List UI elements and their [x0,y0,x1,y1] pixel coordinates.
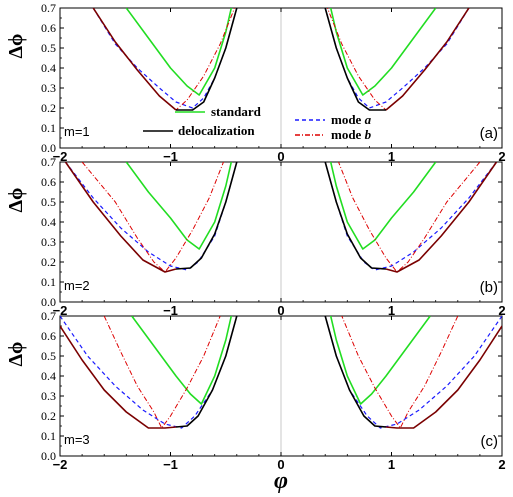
series-mode-b-right [81,162,224,273]
y-tick-label: 0.5 [41,349,56,363]
series-standard-left [329,162,437,250]
series-standard-right [125,162,233,250]
x-tick-label: −1 [163,457,178,472]
legend-label: standard [211,104,262,119]
legend-label-italic: b [365,127,372,142]
series-dark-left [385,8,470,111]
x-tick-label: 0 [277,457,284,472]
m-label: m=1 [64,124,90,139]
y-tick-label: 0.7 [41,309,56,323]
y-tick-label: 0.4 [41,215,56,229]
series-delocalization-right [175,316,238,428]
y-tick-label: 0.1 [41,121,56,135]
y-tick-label: 0.6 [41,21,56,35]
y-tick-label: 0.2 [41,409,56,423]
legend-label: mode b [331,127,372,142]
series-delocalization-left [324,162,387,270]
panel-label: (a) [480,125,498,142]
y-tick-label: 0.0 [41,141,56,155]
series-standard-left [329,8,437,96]
panel-2: 0.0 0.1 0.2 0.3 0.4 0.5 0.6 0.7 −2 −1 0 1 2 Δϕ m=2 (b) [5,155,506,318]
panel-3: 0.0 0.1 0.2 0.3 0.4 0.5 0.6 0.7 −2 −1 0 1 2 Δϕ m=3 (c) [5,309,506,472]
legend-label-text: mode [331,112,365,127]
series-mode-b-left [341,316,459,429]
series-mode-a-right [60,316,238,429]
panel-label: (c) [481,433,499,450]
curves [92,8,470,111]
y-tick-label: 0.1 [41,429,56,443]
y-axis-label: Δϕ [5,341,27,366]
x-tick-label: 1 [388,149,395,164]
y-tick-label: 0.7 [41,155,56,169]
series-dark-right [60,325,177,429]
y-tick-label: 0.2 [41,255,56,269]
legend-label: delocalization [178,123,255,138]
x-axis-label: φ [274,468,288,494]
series-delocalization-right [175,162,238,270]
y-tick-label: 0.6 [41,329,56,343]
series-standard-right [125,8,233,96]
y-tick-label: 0.7 [41,1,56,15]
series-standard-right [131,316,233,405]
x-tick-label: −2 [53,149,68,164]
series-mode-a-left [324,8,470,109]
series-dark-left [385,325,502,429]
legend-label-text: mode [331,127,365,142]
y-tick-label: 0.1 [41,275,56,289]
series-dark-right [92,8,177,111]
x-tick-label: −1 [163,149,178,164]
x-tick-label: 1 [388,457,395,472]
y-tick-label: 0.5 [41,195,56,209]
curves [64,162,498,273]
y-axis-label: Δϕ [5,187,27,212]
series-delocalization-left [324,316,387,428]
legend-label-text: delocalization [178,123,255,138]
legend-label-text: standard [211,104,262,119]
x-tick-label: 2 [498,303,505,318]
series-mode-a-right [92,8,238,109]
series-dark-left [385,162,498,273]
y-tick-label: 0.4 [41,369,56,383]
series-standard-left [329,316,431,405]
series-dark-right [64,162,177,273]
legend-label: mode a [331,112,372,127]
series-mode-a-left [324,162,497,271]
y-axis-label: Δϕ [5,33,27,58]
y-tick-label: 0.4 [41,61,56,75]
y-tick-label: 0.5 [41,41,56,55]
legend-label-italic: a [365,112,372,127]
x-tick-label: −2 [53,303,68,318]
series-mode-b-right [103,316,221,429]
x-tick-label: 0 [277,303,284,318]
y-tick-label: 0.6 [41,175,56,189]
y-tick-label: 0.3 [41,81,56,95]
x-tick-label: −1 [163,303,178,318]
x-tick-label: 2 [498,149,505,164]
series-mode-a-left [324,316,502,429]
series-delocalization-right [176,8,238,111]
series-mode-b-left [338,162,481,273]
x-tick-label: −2 [53,457,68,472]
series-delocalization-left [324,8,386,111]
panel-label: (b) [480,279,498,296]
m-label: m=3 [64,432,90,447]
y-tick-label: 0.2 [41,101,56,115]
y-tick-label: 0.3 [41,235,56,249]
panel-1: 0.0 0.1 0.2 0.3 0.4 0.5 0.6 0.7 −2 −1 0 1 2 Δϕ m=1 (a) [5,1,506,164]
y-tick-label: 0.0 [41,449,56,463]
x-tick-label: 2 [498,457,505,472]
x-tick-label: 0 [277,149,284,164]
curves [60,316,502,429]
x-tick-label: 1 [388,303,395,318]
y-tick-label: 0.3 [41,389,56,403]
m-label: m=2 [64,278,90,293]
series-mode-a-right [65,162,238,271]
y-tick-label: 0.0 [41,295,56,309]
